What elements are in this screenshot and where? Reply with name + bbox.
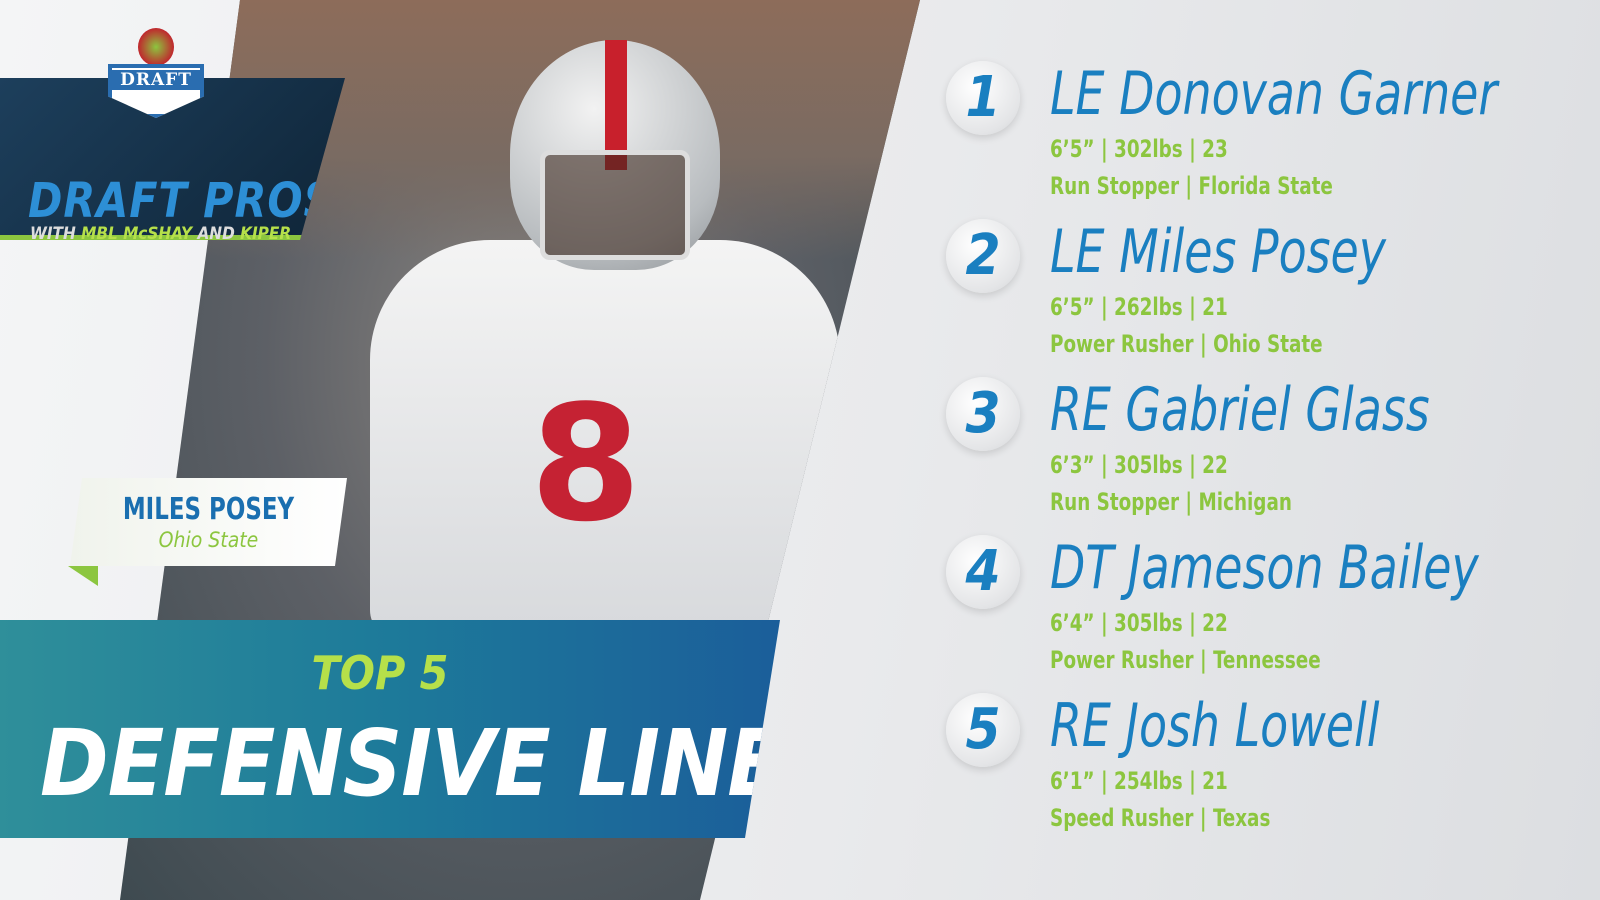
rank-badge: 5	[946, 693, 1020, 767]
player-photo: 8	[120, 0, 920, 900]
player-measurables: 6’5” | 302lbs | 23	[1050, 135, 1228, 163]
player-figure: 8	[370, 40, 850, 660]
banner-title: DEFENSIVE LINEMEN	[40, 710, 989, 817]
list-item: 3 RE Gabriel Glass 6’3” | 305lbs | 22 Ru…	[940, 371, 1580, 529]
logo-title: DRAFT PROS	[28, 171, 335, 229]
featured-name: MILES POSEY	[122, 492, 295, 527]
draft-badge-icon: DRAFT	[108, 28, 204, 118]
player-measurables: 6’5” | 262lbs | 21	[1050, 293, 1228, 321]
list-item: 1 LE Donovan Garner 6’5” | 302lbs | 23 R…	[940, 55, 1580, 213]
list-item: 2 LE Miles Posey 6’5” | 262lbs | 21 Powe…	[940, 213, 1580, 371]
rank-badge: 3	[946, 377, 1020, 451]
ranking-list: 1 LE Donovan Garner 6’5” | 302lbs | 23 R…	[940, 55, 1580, 845]
player-profile: Run Stopper | Florida State	[1050, 172, 1333, 200]
player-name: RE Josh Lowell	[1050, 691, 1380, 761]
rank-badge: 2	[946, 219, 1020, 293]
card-accent	[68, 566, 98, 586]
rank-badge: 4	[946, 535, 1020, 609]
player-profile: Run Stopper | Michigan	[1050, 488, 1292, 516]
list-item: 4 DT Jameson Bailey 6’4” | 305lbs | 22 P…	[940, 529, 1580, 687]
jersey-number: 8	[530, 370, 642, 557]
player-profile: Power Rusher | Tennessee	[1050, 646, 1321, 674]
featured-player-card: MILES POSEY Ohio State	[70, 478, 347, 566]
banner-kicker: TOP 5	[311, 646, 449, 700]
player-measurables: 6’1” | 254lbs | 21	[1050, 767, 1228, 795]
list-item: 5 RE Josh Lowell 6’1” | 254lbs | 21 Spee…	[940, 687, 1580, 845]
player-measurables: 6’3” | 305lbs | 22	[1050, 451, 1228, 479]
show-logo: DRAFT PROS WITH MBL McSHAY AND KIPER SEA…	[0, 78, 345, 240]
player-measurables: 6’4” | 305lbs | 22	[1050, 609, 1228, 637]
player-profile: Speed Rusher | Texas	[1050, 804, 1271, 832]
helmet	[510, 40, 720, 270]
featured-school: Ohio State	[158, 528, 259, 552]
player-name: RE Gabriel Glass	[1050, 375, 1430, 445]
player-name: LE Donovan Garner	[1050, 59, 1498, 129]
logo-hosts: WITH MBL McSHAY AND KIPER	[30, 224, 292, 244]
jersey: 8	[370, 240, 840, 640]
title-banner: TOP 5 DEFENSIVE LINEMEN	[0, 620, 780, 838]
player-name: LE Miles Posey	[1050, 217, 1386, 287]
player-profile: Power Rusher | Ohio State	[1050, 330, 1323, 358]
rank-badge: 1	[946, 61, 1020, 135]
player-name: DT Jameson Bailey	[1050, 533, 1479, 603]
